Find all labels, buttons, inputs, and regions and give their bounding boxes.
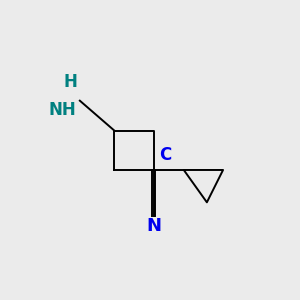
Text: H: H <box>63 74 77 92</box>
Text: NH: NH <box>49 101 76 119</box>
Text: C: C <box>160 146 172 164</box>
Text: N: N <box>146 217 161 235</box>
